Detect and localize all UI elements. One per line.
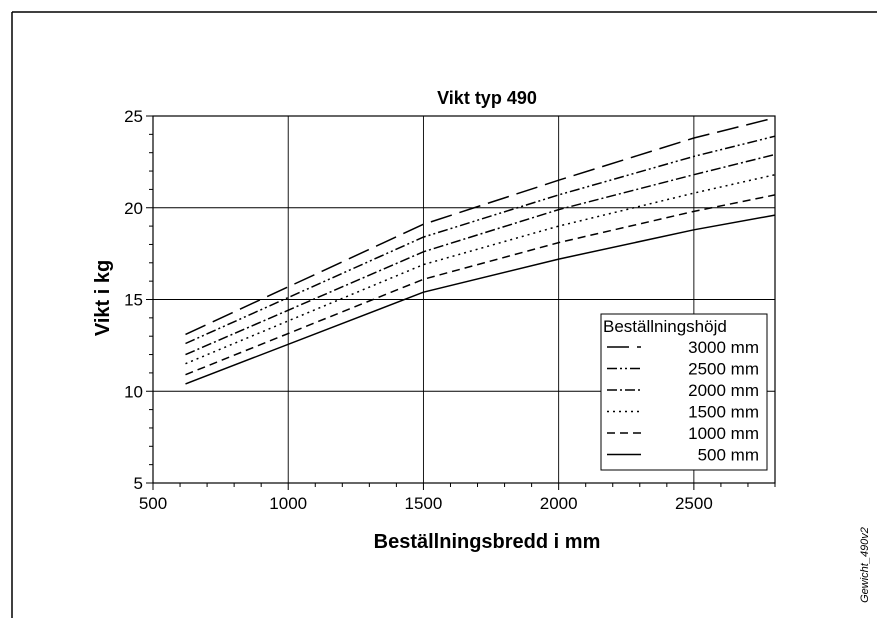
legend-box [600,313,768,471]
series-line-1000-mm [185,194,776,376]
y-tick-label: 15 [124,291,143,310]
legend-label: 1000 mm [688,424,759,443]
y-tick-label: 25 [124,107,143,126]
series-line-2000-mm [185,153,776,356]
x-axis-label: Beställningsbredd i mm [374,531,601,553]
figure-id-label: Gewicht_490v2 [859,527,871,603]
x-tick-label: 2000 [540,494,578,513]
legend-item: 1000 mm [607,424,759,443]
legend-label: 2500 mm [688,360,759,379]
tick-labels: 500 1000 1500 2000 2500 5 10 15 20 25 [124,107,713,513]
series-line-500-mm [185,214,776,385]
plot-border [152,115,776,484]
y-axis-label: Vikt i kg [92,260,114,336]
x-tick-label: 500 [139,494,167,513]
legend-title: Beställningshöjd [603,317,727,336]
legend-item: 3000 mm [607,338,759,357]
x-tick-label: 2500 [675,494,713,513]
chart-title: Vikt typ 490 [437,88,537,108]
x-tick-label: 1000 [269,494,307,513]
series-line-1500-mm [185,173,776,365]
legend-items: 3000 mm 2500 mm 2000 mm 1500 mm 1000 mm 500 m… [607,338,759,465]
y-tick-label: 20 [124,199,143,218]
legend-item: 2500 mm [607,360,759,379]
x-tick-label: 1500 [405,494,443,513]
series-layer [185,117,776,385]
legend-label: 1500 mm [688,403,759,422]
y-tick-label: 10 [124,382,143,401]
series-line-3000-mm [185,117,776,336]
ticks [146,115,776,490]
legend-label: 2000 mm [688,381,759,400]
legend-item: 2000 mm [607,381,759,400]
y-tick-label: 5 [134,474,143,493]
legend-item: 500 mm [607,446,759,465]
legend-item: 1500 mm [607,403,759,422]
legend-label: 3000 mm [688,338,759,357]
legend-label: 500 mm [698,446,759,465]
series-line-2500-mm [185,135,776,345]
grid [153,116,775,483]
legend: Beställningshöjd 3000 mm 2500 mm 2000 mm 15… [600,313,768,471]
